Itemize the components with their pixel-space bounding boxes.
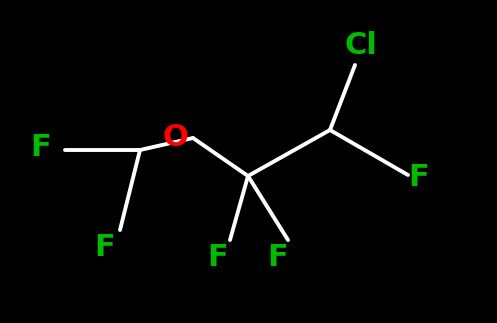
Text: F: F (30, 133, 51, 162)
Text: F: F (267, 244, 288, 273)
Text: F: F (408, 163, 429, 193)
Text: Cl: Cl (345, 30, 378, 59)
Text: F: F (94, 234, 115, 263)
Text: F: F (208, 244, 229, 273)
Text: O: O (162, 123, 188, 152)
